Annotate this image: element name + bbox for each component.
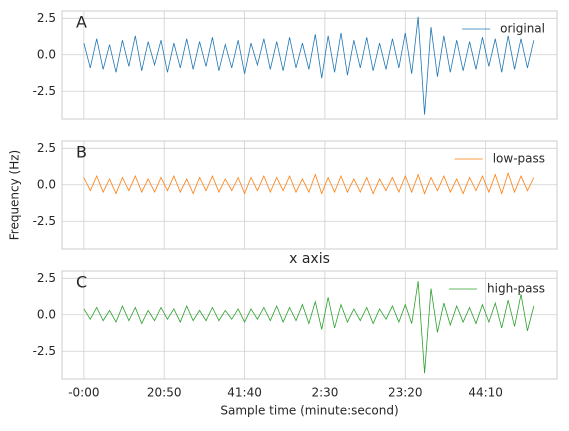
panel-label: B <box>76 143 87 162</box>
legend-label: low-pass <box>493 152 545 166</box>
panel-label: A <box>76 13 87 32</box>
x-tick-label: 44:10 <box>468 386 503 400</box>
plot-frame <box>61 140 558 250</box>
y-tick-label: 2.5 <box>37 271 56 285</box>
x-tick-label: 20:50 <box>147 386 182 400</box>
y-tick-label: -2.5 <box>33 214 56 228</box>
x-tick-label: 41:40 <box>227 386 262 400</box>
plot-frame <box>61 270 558 380</box>
y-tick-label: 2.5 <box>37 11 56 25</box>
y-tick-label: 2.5 <box>37 141 56 155</box>
y-tick-label: 0.0 <box>37 47 56 61</box>
legend-label: high-pass <box>487 282 545 296</box>
y-tick-label: -2.5 <box>33 344 56 358</box>
x-axis-label: Sample time (minute:second) <box>220 404 398 418</box>
panel-title: x axis <box>289 251 330 267</box>
data-line <box>83 281 535 374</box>
data-line <box>83 171 535 195</box>
plot-frame <box>61 10 558 120</box>
y-tick-label: 0.0 <box>37 177 56 191</box>
y-tick-label: 0.0 <box>37 307 56 321</box>
data-line <box>83 16 535 115</box>
legend-label: original <box>500 22 545 36</box>
y-tick-label: -2.5 <box>33 84 56 98</box>
panel-label: C <box>76 273 87 292</box>
x-tick-label: -0:00 <box>68 386 99 400</box>
x-tick-label: 23:20 <box>388 386 423 400</box>
x-tick-label: 2:30 <box>311 386 338 400</box>
y-axis-label: Frequency (Hz) <box>8 150 22 241</box>
